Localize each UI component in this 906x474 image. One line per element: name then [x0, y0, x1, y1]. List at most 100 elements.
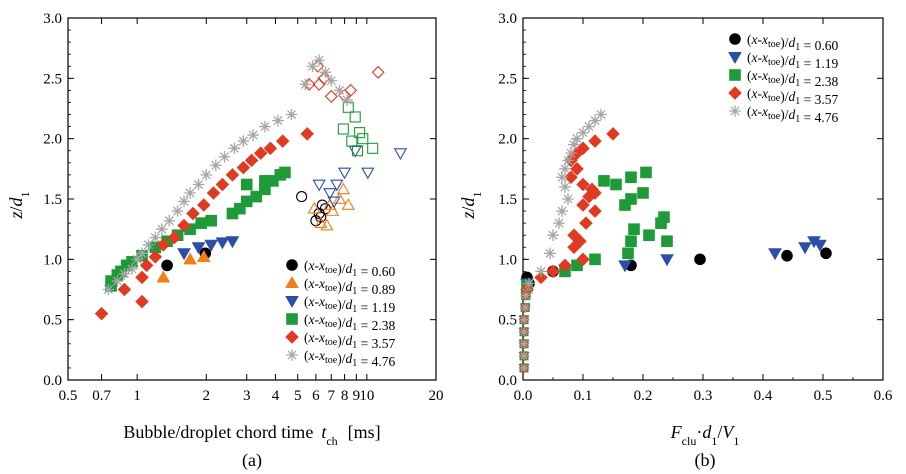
chart-a-point-hollow — [346, 135, 358, 147]
chart-a-point — [148, 250, 163, 264]
chart-a-point — [94, 306, 109, 321]
chart-a-point — [149, 231, 162, 244]
chart-a-point — [313, 54, 325, 67]
chart-a-point-hollow — [327, 196, 341, 209]
chart-a-point — [126, 263, 138, 275]
chart-b-point-stack — [519, 339, 529, 349]
chart-b-point — [622, 247, 634, 260]
chart-a-legend-marker — [285, 276, 299, 289]
chart-a-point — [117, 282, 132, 297]
chart-a-point — [210, 159, 222, 171]
chart-b-point — [523, 277, 535, 290]
chart-b-point — [768, 248, 782, 261]
chart-b-point — [567, 228, 581, 242]
chart-b-point — [625, 235, 637, 248]
chart-a-point — [178, 195, 190, 208]
chart-a-point-hollow — [336, 182, 351, 195]
chart-a-point — [192, 178, 205, 191]
chart-b-point — [559, 181, 571, 193]
chart-b-point — [606, 127, 620, 141]
chart-a-point-hollow — [315, 211, 327, 223]
chart-a-points — [94, 54, 408, 321]
chart-b-point — [589, 253, 601, 266]
chart-b-point — [798, 242, 812, 255]
chart-b-ytick-label: 3.0 — [498, 11, 517, 27]
chart-a-point — [204, 239, 219, 252]
chart-a-point — [237, 135, 250, 147]
chart-a-point — [225, 168, 240, 182]
chart-b-points — [518, 108, 832, 374]
chart-b-point — [610, 178, 622, 191]
chart-a-point — [285, 108, 298, 121]
chart-a-point-hollow — [320, 218, 334, 231]
chart-b-ytick-label: 1.0 — [498, 252, 517, 268]
chart-b-point — [577, 126, 589, 139]
chart-b-point-stack — [519, 351, 529, 361]
chart-a-xtick-label: 6 — [312, 388, 320, 404]
chart-b-point — [660, 254, 674, 267]
chart-a-point-hollow — [330, 179, 344, 192]
chart-a-point — [263, 141, 278, 156]
chart-a-point — [215, 237, 230, 250]
chart-a-point — [186, 206, 200, 221]
chart-b-ylabel: z/d1 — [458, 191, 484, 219]
chart-a-point — [333, 84, 346, 97]
chart-a-point — [259, 120, 271, 133]
chart-a-point-hollow — [357, 133, 369, 145]
chart-a-point-hollow — [312, 77, 326, 91]
chart-b-point — [628, 223, 640, 235]
chart-b-point — [598, 175, 610, 187]
chart-a-point — [225, 236, 240, 249]
chart-b-ytick-label: 2.0 — [498, 132, 517, 148]
chart-a-point — [250, 190, 263, 203]
chart-a-ytick-label: 3.0 — [43, 11, 62, 27]
chart-b-point — [643, 229, 655, 241]
chart-b-point — [558, 258, 572, 273]
chart-a-point-hollow — [351, 145, 363, 157]
chart-b: 0.0 0.5 1.0 1.5 2.0 2.5 3.0 0.0 0.1 0.2 0.3 0.4 0.5 0… — [458, 11, 893, 471]
chart-b-point — [562, 154, 574, 167]
chart-b-xtick-label: 0.4 — [754, 388, 773, 404]
chart-a-point — [325, 74, 338, 87]
chart-b-point — [576, 198, 590, 212]
chart-b-point — [820, 247, 832, 260]
chart-b-point — [576, 252, 590, 267]
chart-a-point — [135, 294, 149, 309]
chart-a-legend-marker — [285, 295, 299, 308]
chart-a-point — [102, 283, 115, 296]
chart-b-legend: (x-xtoe)/d1 = 0.60(x-xtoe)/d1 = 1.19(x-x… — [728, 32, 838, 125]
chart-b-point — [556, 205, 568, 217]
chart-a-point-hollow — [393, 148, 408, 161]
chart-b-point — [568, 138, 580, 151]
chart-a-xtick-label: 9 — [353, 388, 361, 404]
chart-a-point — [236, 160, 251, 175]
chart-a-legend-marker — [286, 313, 298, 325]
chart-a-legend-label: (x-xtoe)/d1 = 3.57 — [304, 330, 395, 351]
chart-a-point — [195, 217, 207, 229]
chart-a-point — [341, 94, 353, 106]
chart-a-legend-marker — [285, 330, 299, 344]
chart-a-xtick-label: 0.5 — [59, 388, 78, 404]
chart-a-point — [206, 186, 221, 200]
chart-a-point — [177, 218, 191, 233]
chart-a-point — [135, 270, 149, 285]
chart-b-point — [535, 265, 547, 278]
chart-a-legend-label: (x-xtoe)/d1 = 0.89 — [304, 276, 395, 297]
chart-a-point — [196, 249, 211, 262]
chart-b-ytick-label: 0.0 — [498, 373, 517, 389]
chart-a-point — [228, 142, 241, 155]
chart-a-ticks: 0.00.51.01.52.02.53.00.5 0.7 1 2 3 4 5 6 7 8 9 10 20 — [43, 11, 443, 404]
chart-b-point — [565, 147, 577, 159]
chart-b-xtick-label: 0.6 — [874, 388, 893, 404]
chart-a-xlabel: Bubble/droplet chord time tch [ms] — [123, 422, 380, 448]
chart-b-point — [619, 199, 631, 211]
chart-b-point — [547, 229, 559, 241]
chart-b-xtick-label: 0.0 — [514, 388, 533, 404]
chart-a-point — [156, 270, 171, 283]
chart-a-ytick-label: 2.0 — [43, 132, 62, 148]
chart-a-point — [253, 146, 268, 160]
chart-a-point-hollow — [312, 179, 326, 192]
chart-a-point-hollow — [316, 199, 328, 211]
chart-a-ytick-label: 1.0 — [43, 252, 62, 268]
chart-a-point-hollow — [325, 204, 340, 216]
